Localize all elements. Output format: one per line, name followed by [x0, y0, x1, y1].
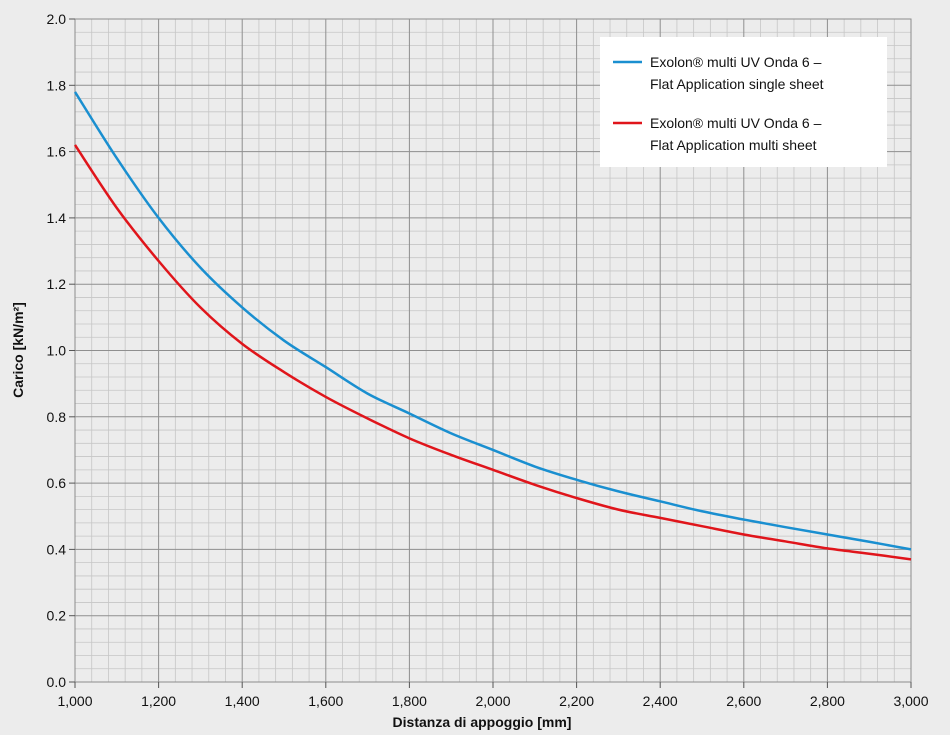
y-tick-label: 1.2	[47, 276, 67, 292]
x-tick-label: 3,000	[893, 693, 928, 709]
x-tick-label: 2,400	[643, 693, 678, 709]
series-line-single-sheet	[73, 91, 912, 551]
y-axis-title: Carico [kN/m²]	[10, 302, 26, 398]
legend: Exolon® multi UV Onda 6 – Flat Applicati…	[600, 37, 887, 167]
y-tick-label: 2.0	[47, 11, 67, 27]
x-tick-label: 2,800	[810, 693, 845, 709]
x-tick-label: 2,600	[726, 693, 761, 709]
x-tick-label: 2,000	[475, 693, 510, 709]
y-tick-label: 1.6	[47, 144, 67, 160]
legend-label-single-sheet-line2: Flat Application single sheet	[650, 76, 824, 92]
series-lines	[73, 91, 912, 561]
x-axis-title: Distanza di appoggio [mm]	[393, 714, 572, 730]
x-axis-ticks: 1,000 1,200 1,400 1,600 1,800 2,000 2,200 2,400…	[57, 682, 929, 709]
y-tick-label: 1.4	[47, 210, 67, 226]
legend-label-multi-sheet-line1: Exolon® multi UV Onda 6 –	[650, 115, 822, 131]
y-tick-label: 0.6	[47, 475, 67, 491]
legend-label-single-sheet-line1: Exolon® multi UV Onda 6 –	[650, 54, 822, 70]
y-tick-label: 1.8	[47, 77, 67, 93]
x-tick-label: 1,400	[225, 693, 260, 709]
y-axis-ticks: 0.0 0.2 0.4 0.6 0.8 1.0 1.2 1.4 1.6 1.8 2.0	[47, 11, 75, 690]
y-tick-label: 1.0	[47, 343, 67, 359]
legend-box	[600, 37, 887, 167]
x-tick-label: 1,800	[392, 693, 427, 709]
y-tick-label: 0.4	[47, 541, 67, 557]
x-tick-label: 1,600	[308, 693, 343, 709]
x-tick-label: 2,200	[559, 693, 594, 709]
y-tick-label: 0.8	[47, 409, 67, 425]
y-tick-label: 0.0	[47, 674, 67, 690]
series-line-multi-sheet	[73, 144, 912, 561]
legend-label-multi-sheet-line2: Flat Application multi sheet	[650, 137, 817, 153]
y-tick-label: 0.2	[47, 608, 67, 624]
x-tick-label: 1,000	[57, 693, 92, 709]
x-tick-label: 1,200	[141, 693, 176, 709]
